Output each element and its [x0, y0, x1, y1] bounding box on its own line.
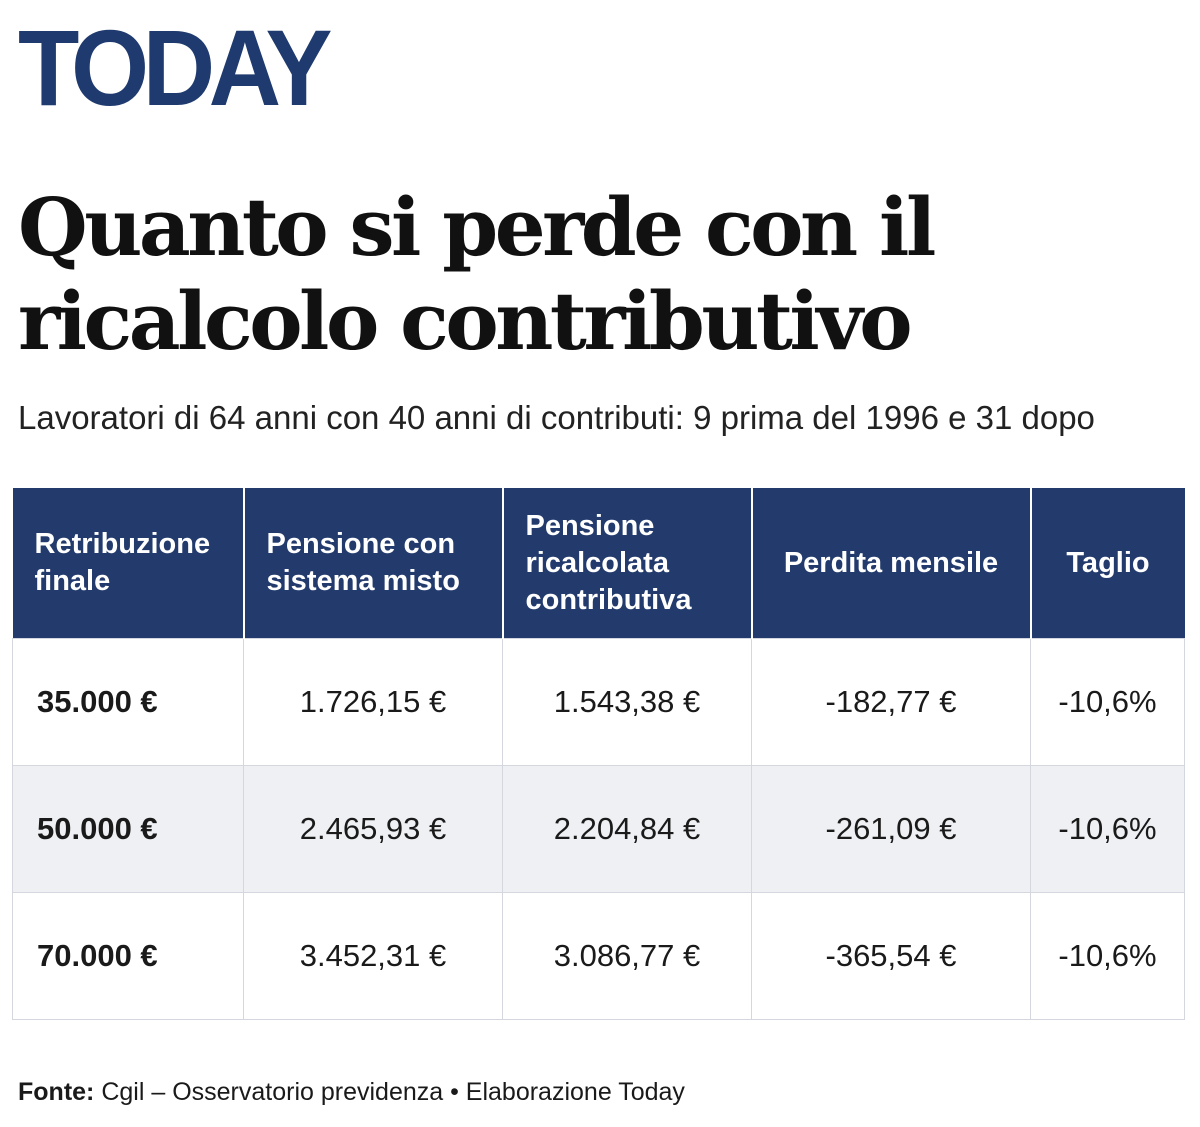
- cell-pensione-misto: 3.452,31 €: [243, 892, 503, 1020]
- cell-retribuzione: 50.000 €: [12, 765, 244, 893]
- cell-perdita: -365,54 €: [751, 892, 1031, 1020]
- cell-perdita: -261,09 €: [751, 765, 1031, 893]
- cell-pensione-ricalcolata: 1.543,38 €: [502, 638, 752, 766]
- table-row: 70.000 € 3.452,31 € 3.086,77 € -365,54 €…: [12, 892, 1185, 1020]
- cell-taglio: -10,6%: [1030, 638, 1185, 766]
- table-row: 35.000 € 1.726,15 € 1.543,38 € -182,77 €…: [12, 638, 1185, 766]
- source-note: Fonte: Cgil – Osservatorio previdenza • …: [18, 1078, 685, 1107]
- today-logo: TODAY: [18, 7, 332, 128]
- cell-retribuzione: 70.000 €: [12, 892, 244, 1020]
- col-header-retribuzione: Retribuzione finale: [12, 488, 244, 639]
- chart-subtitle: Lavoratori di 64 anni con 40 anni di con…: [18, 399, 1095, 436]
- cell-perdita: -182,77 €: [751, 638, 1031, 766]
- source-label: Fonte:: [18, 1078, 95, 1106]
- table-header-row: Retribuzione finale Pensione con sistema…: [12, 488, 1185, 639]
- cell-pensione-ricalcolata: 3.086,77 €: [502, 892, 752, 1020]
- col-header-pensione-ricalcolata: Pensione ricalcolata contributiva: [501, 488, 752, 639]
- col-header-taglio: Taglio: [1029, 488, 1185, 639]
- cell-pensione-misto: 1.726,15 €: [243, 638, 503, 766]
- col-header-pensione-misto: Pensione con sistema misto: [242, 488, 503, 639]
- chart-title: Quanto si perde con il ricalcolo contrib…: [18, 180, 936, 368]
- pension-table: Retribuzione finale Pensione con sistema…: [12, 488, 1185, 1020]
- source-text: Cgil – Osservatorio previdenza • Elabora…: [101, 1078, 685, 1106]
- cell-pensione-misto: 2.465,93 €: [243, 765, 503, 893]
- col-header-perdita: Perdita mensile: [750, 488, 1031, 639]
- cell-taglio: -10,6%: [1030, 892, 1185, 1020]
- cell-retribuzione: 35.000 €: [12, 638, 244, 766]
- cell-taglio: -10,6%: [1030, 765, 1185, 893]
- table-row: 50.000 € 2.465,93 € 2.204,84 € -261,09 €…: [12, 765, 1185, 893]
- cell-pensione-ricalcolata: 2.204,84 €: [502, 765, 752, 893]
